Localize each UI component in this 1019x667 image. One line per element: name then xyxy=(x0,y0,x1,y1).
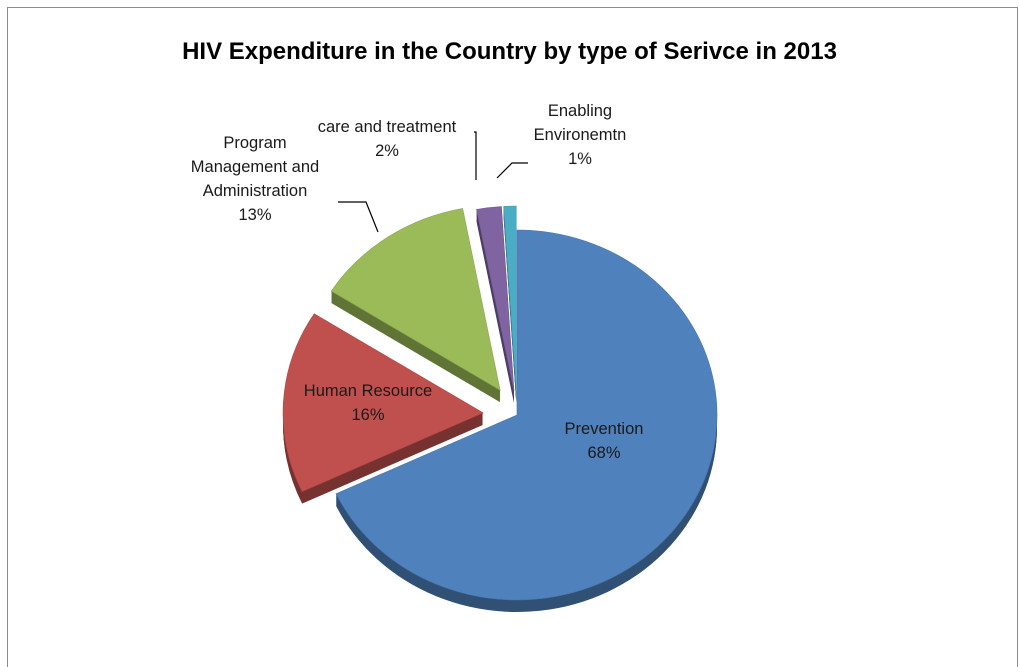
slice-name-label: Prevention xyxy=(565,420,644,438)
slice-name-label: care and treatment xyxy=(318,118,457,136)
slice-percent-label: 16% xyxy=(351,406,384,424)
pie-slice-prevention xyxy=(335,229,718,601)
leader-line-3 xyxy=(474,131,477,180)
slice-percent-label: 13% xyxy=(238,206,271,224)
slice-name-label: Environemtn xyxy=(534,126,627,144)
pie-slice-human-resource xyxy=(282,313,484,493)
pie-slice-care-and-treatment xyxy=(476,206,515,392)
slice-name-label: Program xyxy=(223,134,286,152)
slice-label-0: Prevention 68% xyxy=(565,420,644,462)
slice-name-label: Administration xyxy=(203,182,308,200)
chart-title: HIV Expenditure in the Country by type o… xyxy=(182,38,837,65)
label-layer: Prevention 68% Human Resource 16% Program Man… xyxy=(191,102,644,462)
leader-line-layer xyxy=(338,131,528,233)
leader-line-4 xyxy=(496,162,528,179)
slice-name-label: Enabling xyxy=(548,102,612,120)
slice-label-4: Enabling Environemtn 1% xyxy=(534,102,627,168)
slice-label-2: Program Management and Administration 13% xyxy=(191,134,319,224)
slice-label-1: Human Resource 16% xyxy=(304,382,432,424)
slice-percent-label: 2% xyxy=(375,142,399,160)
pie-slice-layer xyxy=(282,205,718,601)
slice-label-3: care and treatment 2% xyxy=(318,118,457,160)
pie-slice-program-management-and-administration xyxy=(330,208,501,391)
pie-slice-enabling-environemtn xyxy=(503,205,517,392)
leader-line-2 xyxy=(338,201,379,233)
slice-name-label: Human Resource xyxy=(304,382,432,400)
slice-percent-label: 1% xyxy=(568,150,592,168)
slice-name-label: Management and xyxy=(191,158,319,176)
slice-percent-label: 68% xyxy=(587,444,620,462)
